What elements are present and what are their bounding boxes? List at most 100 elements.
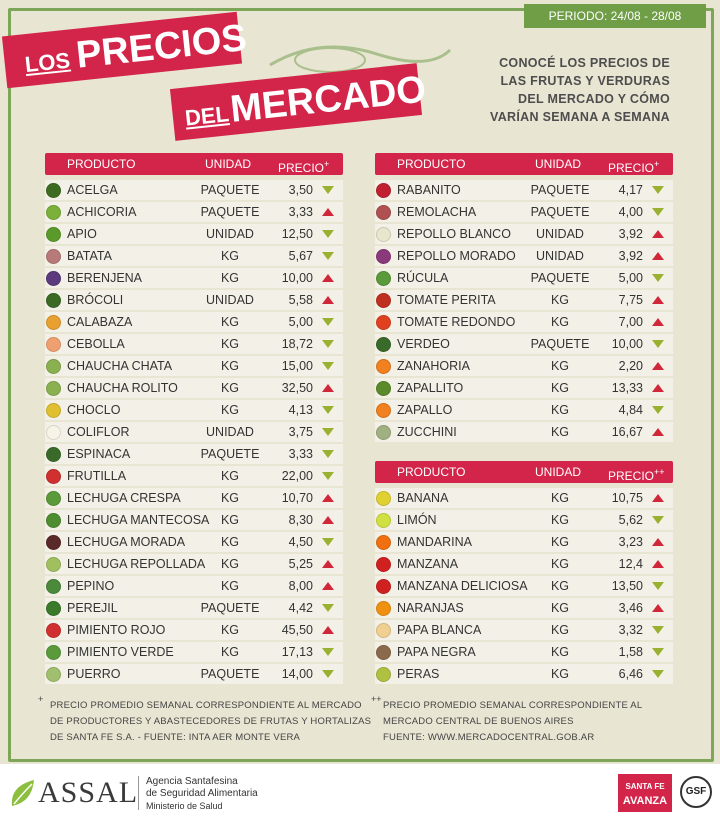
column-header: PRECIO++ [608, 467, 665, 483]
unit: KG [220, 271, 240, 285]
product-name: BRÓCOLI [67, 293, 124, 307]
product-dot [46, 205, 61, 220]
price: 5,00 [618, 271, 643, 285]
product-name: RÚCULA [397, 271, 449, 285]
product-name: REMOLACHA [397, 205, 477, 219]
table-row [45, 466, 343, 486]
table-row [45, 488, 343, 508]
product-dot [46, 579, 61, 594]
table-header: PRODUCTO UNIDAD PRECIO+ [45, 153, 343, 175]
trend-arrow [652, 406, 664, 414]
unit: KG [220, 469, 240, 483]
product-dot [46, 469, 61, 484]
unit: KG [220, 249, 240, 263]
table-row [375, 312, 673, 332]
subtitle-line: DEL MERCADO Y CÓMO [518, 92, 670, 106]
unit: KG [220, 623, 240, 637]
product-dot [376, 227, 391, 242]
trend-arrow [652, 362, 664, 370]
table-row [45, 664, 343, 684]
unit: KG [220, 337, 240, 351]
product-name: REPOLLO MORADO [397, 249, 516, 263]
unit: KG [550, 535, 570, 549]
trend-arrow [322, 318, 334, 326]
price: 1,58 [618, 645, 643, 659]
subtitle-line: CONOCÉ LOS PRECIOS DE [499, 56, 670, 70]
note-line: DE SANTA FE S.A. - FUENTE: INTA AER MONT… [50, 732, 301, 743]
column-header: UNIDAD [205, 157, 252, 171]
price: 13,33 [611, 381, 643, 395]
table-row [45, 598, 343, 618]
agency: Agencia Santafesina de Seguridad Aliment… [146, 776, 258, 812]
table-row [45, 246, 343, 266]
title-word: LOS [23, 47, 72, 78]
price: 3,32 [618, 623, 643, 637]
product-name: PAPA NEGRA [397, 645, 476, 659]
price: 13,50 [611, 579, 643, 593]
trend-arrow [322, 516, 334, 524]
unit: UNIDAD [536, 227, 584, 241]
product-dot [376, 513, 391, 528]
product-dot [46, 645, 61, 660]
title-word: DEL [183, 101, 231, 131]
unit: KG [220, 513, 240, 527]
frame [8, 8, 714, 762]
unit: PAQUETE [530, 183, 590, 197]
product-dot [46, 249, 61, 264]
product-name: PIMIENTO VERDE [67, 645, 174, 659]
price: 4,17 [618, 183, 643, 197]
trend-arrow [322, 230, 334, 238]
product-dot [46, 447, 61, 462]
price: 45,50 [281, 623, 313, 637]
table-row [375, 598, 673, 618]
product-dot [46, 623, 61, 638]
table-header: PRODUCTO UNIDAD PRECIO+ [375, 153, 673, 175]
product-name: CEBOLLA [67, 337, 125, 351]
price: 5,25 [288, 557, 313, 571]
product-dot [376, 249, 391, 264]
product-name: BERENJENA [67, 271, 143, 285]
table-row [45, 642, 343, 662]
price: 15,00 [281, 359, 313, 373]
product-name: BANANA [397, 491, 449, 505]
trend-arrow [652, 516, 664, 524]
price: 14,00 [281, 667, 313, 681]
product-dot [46, 425, 61, 440]
price: 3,92 [618, 249, 643, 263]
product-name: LECHUGA REPOLLADA [67, 557, 206, 571]
unit: KG [220, 535, 240, 549]
price: 5,58 [288, 293, 313, 307]
trend-arrow [322, 384, 334, 392]
price: 8,00 [288, 579, 313, 593]
agency-line: Agencia Santafesina [146, 776, 238, 787]
product-name: MANZANA DELICIOSA [397, 579, 528, 593]
product-dot [376, 315, 391, 330]
price: 6,46 [618, 667, 643, 681]
trend-arrow [322, 362, 334, 370]
column-header: PRODUCTO [397, 157, 466, 171]
unit: KG [220, 381, 240, 395]
unit: KG [550, 623, 570, 637]
table-row [375, 224, 673, 244]
table-row [375, 554, 673, 574]
product-dot [46, 337, 61, 352]
trend-arrow [652, 604, 664, 612]
unit: PAQUETE [200, 601, 260, 615]
product-name: ZAPALLITO [397, 381, 464, 395]
agency-line: Ministerio de Salud [146, 801, 223, 811]
price: 32,50 [281, 381, 313, 395]
unit: PAQUETE [200, 183, 260, 197]
product-dot [376, 403, 391, 418]
column-header: PRODUCTO [397, 465, 466, 479]
product-name: CHAUCHA ROLITO [67, 381, 178, 395]
note-line: PRECIO PROMEDIO SEMANAL CORRESPONDIENTE … [383, 700, 643, 711]
note-mark: ++ [371, 694, 382, 704]
product-name: LECHUGA MANTECOSA [67, 513, 210, 527]
table-row [375, 620, 673, 640]
table-row [45, 400, 343, 420]
table-row [375, 290, 673, 310]
product-name: PEREJIL [67, 601, 118, 615]
trend-arrow [322, 186, 334, 194]
product-dot [46, 227, 61, 242]
trend-arrow [652, 230, 664, 238]
